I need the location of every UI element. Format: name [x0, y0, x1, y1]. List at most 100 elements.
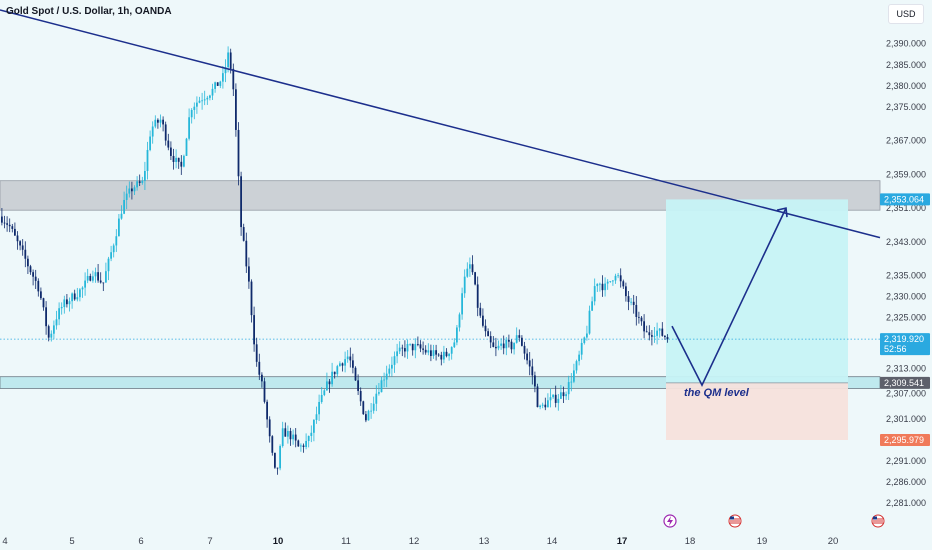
candle — [24, 241, 27, 268]
candle-body — [68, 301, 71, 305]
price-tick-label: 2,380.000 — [886, 81, 926, 91]
candle-body — [253, 315, 255, 345]
candle-body — [448, 353, 450, 357]
candle — [419, 340, 422, 353]
candle-body — [471, 264, 474, 273]
candle-body — [375, 393, 378, 404]
candle — [300, 443, 302, 452]
candle-body — [476, 284, 479, 308]
candle — [136, 176, 138, 191]
candle-body — [320, 394, 323, 402]
qm-level-annotation: the QM level — [684, 387, 750, 399]
candle-body — [643, 321, 645, 332]
candle — [128, 181, 131, 198]
candle — [346, 350, 349, 363]
price-tick-label: 2,281.000 — [886, 498, 926, 508]
candle — [162, 116, 164, 132]
candle — [344, 351, 346, 373]
current-price-label-countdown: 52:56 — [884, 344, 907, 354]
candle-body — [141, 180, 144, 183]
candle — [424, 345, 427, 355]
candle-body — [653, 335, 656, 337]
candle-body — [198, 100, 201, 103]
price-axis[interactable]: 2,390.000 2,385.000 2,380.000 2,375.000 2,36… — [880, 39, 930, 508]
candle — [276, 467, 279, 475]
candle-body — [341, 363, 344, 366]
candle-body — [513, 342, 515, 350]
candle — [92, 270, 94, 283]
time-tick-label: 12 — [409, 536, 420, 547]
candle-body — [456, 327, 458, 343]
candle-body — [453, 342, 456, 348]
candle-body — [518, 335, 521, 338]
candle-body — [534, 375, 536, 387]
price-tick-label: 2,325.000 — [886, 313, 926, 323]
candle — [250, 279, 253, 323]
candle-body — [149, 136, 151, 150]
price-tick-label: 2,359.000 — [886, 169, 926, 179]
candle-body — [417, 344, 419, 345]
candle-body — [593, 286, 596, 302]
candle-body — [380, 380, 383, 393]
candle — [534, 371, 536, 393]
price-tick-label: 2,351.000 — [886, 203, 926, 213]
candle-body — [349, 356, 352, 361]
candle — [656, 322, 658, 345]
candle-body — [55, 319, 58, 326]
candle — [45, 301, 47, 335]
candle — [323, 388, 326, 397]
candle — [60, 302, 63, 315]
candle-body — [216, 82, 219, 86]
candle — [411, 343, 414, 356]
candle — [216, 82, 219, 86]
candle-body — [630, 301, 632, 303]
candle-body — [76, 297, 79, 300]
candle-body — [617, 275, 619, 277]
currency-selector[interactable]: USD — [888, 4, 924, 24]
candle-body — [29, 266, 32, 273]
candle — [606, 279, 609, 290]
candle-body — [635, 304, 638, 317]
candle-body — [6, 223, 8, 225]
candle-body — [318, 401, 320, 415]
candle-body — [279, 446, 281, 469]
candle — [255, 337, 258, 367]
candle-body — [146, 149, 149, 172]
candle — [458, 312, 461, 332]
candle-body — [261, 374, 263, 382]
candle — [388, 364, 391, 377]
time-tick-label: 5 — [69, 536, 74, 547]
candle-body — [27, 258, 29, 267]
candle — [266, 399, 268, 428]
candle — [632, 294, 635, 314]
candle — [435, 344, 437, 361]
candle-body — [24, 249, 27, 259]
candle — [627, 291, 630, 311]
event-icon-lightning[interactable] — [663, 514, 677, 528]
candle — [526, 348, 528, 365]
candle-body — [14, 228, 16, 236]
candle — [310, 425, 313, 443]
candle — [235, 83, 237, 137]
candle — [385, 365, 388, 388]
candle-body — [346, 356, 349, 360]
candle — [240, 171, 242, 236]
candle — [284, 422, 287, 437]
candle — [635, 296, 638, 326]
candle-body — [586, 333, 588, 338]
candle-body — [528, 360, 531, 367]
event-icon-us-flag-2[interactable] — [871, 514, 885, 528]
candle — [583, 336, 586, 345]
candle-body — [445, 351, 448, 357]
candle-body — [487, 331, 489, 337]
candle-body — [326, 381, 328, 391]
candle-body — [53, 325, 55, 334]
time-axis[interactable]: 4 5 6 7 10 11 12 13 14 17 18 19 20 — [2, 536, 838, 547]
candle — [118, 213, 120, 237]
candle-body — [583, 337, 586, 343]
event-icon-us-flag[interactable] — [728, 514, 742, 528]
candle — [40, 287, 42, 300]
candle — [1, 207, 3, 226]
candle — [359, 387, 362, 406]
